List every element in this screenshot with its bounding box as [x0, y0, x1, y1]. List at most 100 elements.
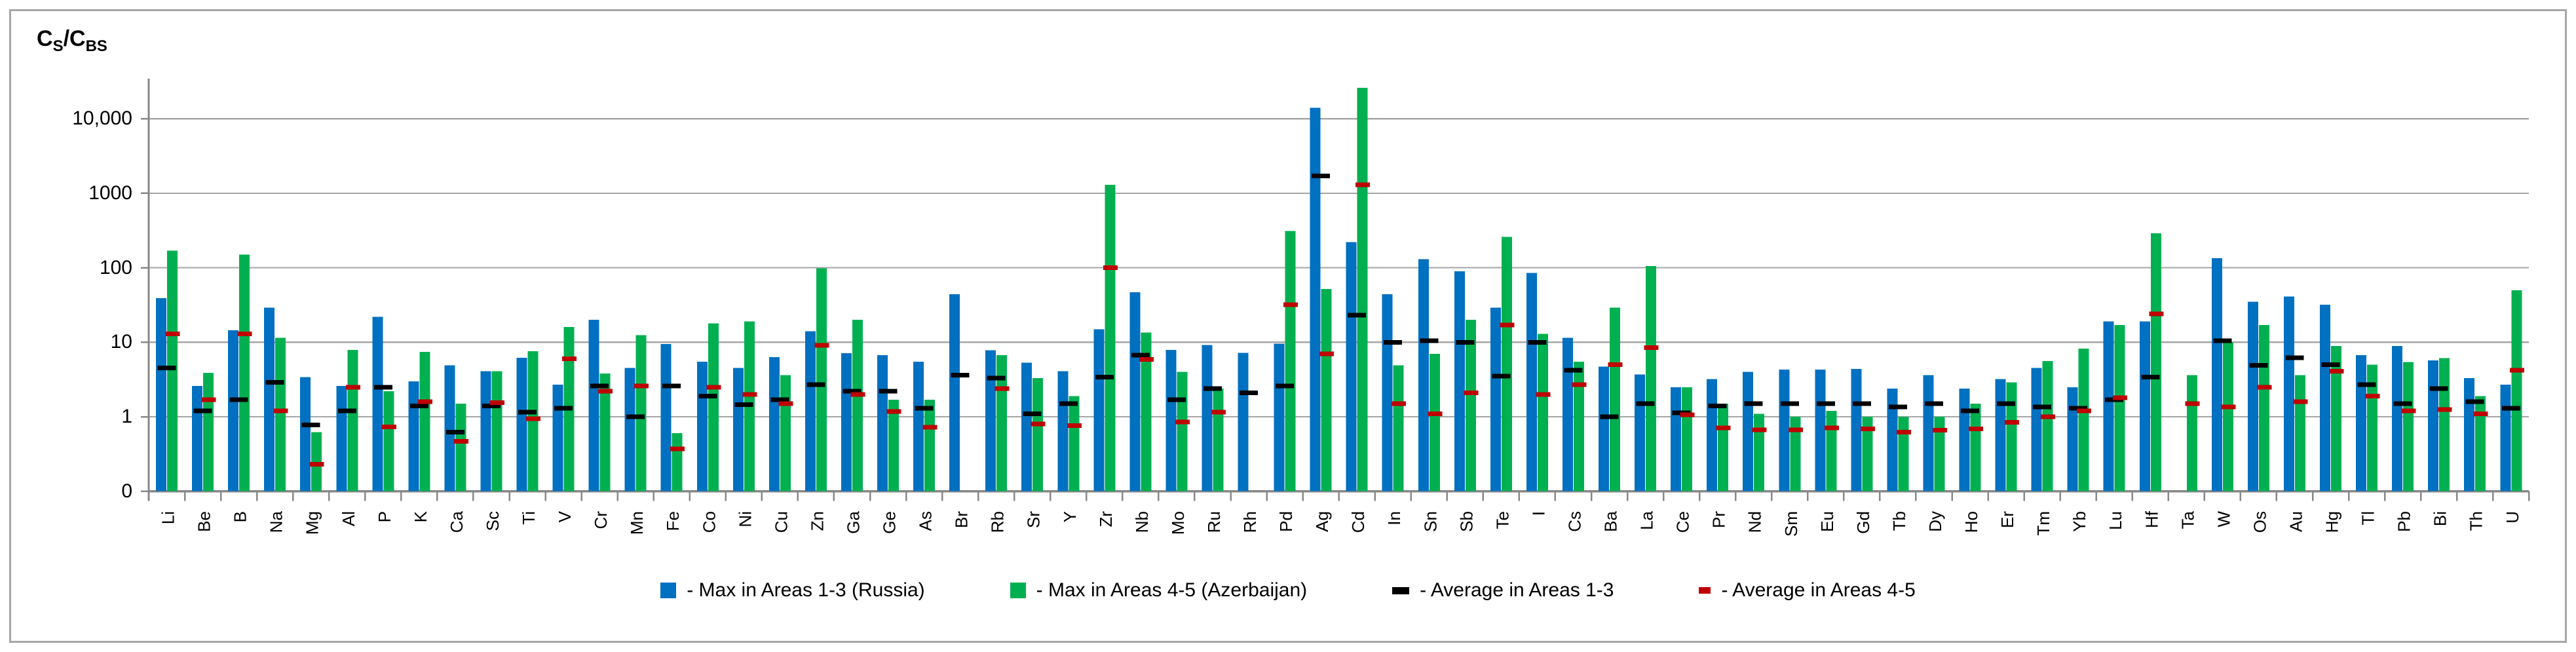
avg-1-3-dash	[951, 373, 970, 378]
avg-4-5-dash	[2437, 407, 2452, 412]
max-russia-bar	[1959, 388, 1970, 491]
avg-1-3-dash	[2501, 406, 2520, 411]
x-category-label: Au	[2286, 511, 2305, 532]
avg-4-5-dash	[886, 409, 901, 414]
max-russia-bar	[949, 294, 960, 491]
max-russia-bar	[336, 385, 347, 491]
x-category-label: Os	[2250, 511, 2269, 533]
max-russia-bar	[1490, 307, 1501, 491]
x-category-label: Co	[699, 511, 719, 533]
max-russia-bar	[1021, 362, 1032, 491]
max-azerbaijan-bar	[1826, 410, 1837, 491]
max-russia-bar	[228, 330, 239, 491]
max-azerbaijan-bar	[708, 323, 719, 491]
avg-4-5-dash	[2185, 401, 2200, 406]
avg-1-3-dash	[1600, 414, 1619, 419]
avg-4-5-dash	[526, 416, 540, 421]
max-azerbaijan-bar	[1321, 288, 1332, 491]
max-azerbaijan-bar	[527, 351, 539, 491]
avg-1-3-dash	[193, 408, 212, 413]
avg-1-3-dash	[843, 389, 862, 394]
avg-4-5-dash	[2005, 420, 2020, 425]
avg-1-3-dash	[590, 383, 609, 389]
avg-4-5-dash	[1500, 322, 1515, 328]
avg-4-5-dash	[1175, 419, 1190, 425]
max-russia-bar	[2103, 321, 2114, 491]
max-russia-bar	[660, 343, 672, 491]
avg-1-3-dash	[734, 402, 753, 408]
avg-4-5-dash	[345, 385, 360, 390]
x-category-label: Ba	[1601, 510, 1621, 531]
avg-4-5-dash	[2293, 399, 2308, 404]
x-category-label: Cr	[591, 511, 611, 529]
legend-label: - Max in Areas 4-5 (Azerbaijan)	[1036, 579, 1308, 601]
avg-1-3-dash	[806, 382, 825, 387]
avg-1-3-dash	[770, 397, 789, 402]
avg-4-5-dash	[1067, 423, 1082, 429]
avg-1-3-dash	[1744, 401, 1763, 406]
max-azerbaijan-bar	[1501, 237, 1512, 491]
y-tick-label-1000: 1000	[88, 182, 132, 204]
max-azerbaijan-bar	[2475, 396, 2486, 491]
max-azerbaijan-bar	[996, 355, 1008, 491]
avg-4-5-dash	[1572, 382, 1587, 387]
max-russia-bar	[264, 307, 275, 491]
avg-4-5-dash	[1103, 265, 1118, 271]
avg-4-5-dash	[1031, 421, 1046, 427]
avg-4-5-dash	[1283, 302, 1298, 307]
x-category-label: Cs	[1564, 511, 1584, 532]
max-russia-bar	[552, 384, 563, 491]
avg-4-5-dash	[2113, 395, 2128, 400]
x-category-label: La	[1637, 510, 1657, 529]
avg-1-3-dash	[1312, 174, 1331, 179]
avg-1-3-dash	[915, 406, 934, 411]
avg-4-5-dash	[598, 389, 613, 394]
avg-4-5-dash	[2077, 408, 2092, 413]
max-azerbaijan-bar	[599, 374, 611, 491]
avg-1-3-dash	[2141, 375, 2160, 380]
avg-1-3-dash	[1384, 339, 1403, 345]
avg-1-3-dash	[1492, 374, 1511, 379]
max-azerbaijan-bar	[1537, 334, 1548, 491]
max-azerbaijan-bar	[2042, 360, 2053, 491]
x-category-label: Pd	[1276, 511, 1296, 532]
y-tick-label-0: 0	[121, 480, 132, 502]
avg-1-3-dash	[626, 414, 645, 419]
max-russia-bar	[1887, 388, 1898, 491]
x-category-label: V	[555, 510, 575, 522]
avg-1-3-dash	[2069, 406, 2088, 411]
max-russia-bar	[1238, 353, 1249, 491]
avg-1-3-dash	[879, 389, 898, 394]
x-category-label: Ti	[519, 511, 539, 525]
x-category-label: K	[411, 510, 430, 522]
max-russia-bar	[985, 350, 996, 491]
max-russia-bar	[444, 365, 455, 491]
max-azerbaijan-bar	[1213, 388, 1224, 491]
avg-4-5-dash	[1139, 356, 1154, 362]
max-azerbaijan-bar	[455, 403, 466, 491]
x-category-label: In	[1384, 511, 1404, 526]
x-category-label: Al	[339, 511, 358, 526]
y-axis-title-text: C	[37, 26, 53, 51]
x-category-label: Na	[267, 510, 286, 533]
avg-4-5-dash	[1355, 182, 1371, 187]
max-azerbaijan-bar	[2511, 290, 2522, 491]
avg-4-5-dash	[453, 438, 468, 444]
avg-1-3-dash	[1636, 401, 1655, 406]
avg-4-5-dash	[201, 397, 216, 402]
legend: - Max in Areas 1-3 (Russia) - Max in Are…	[0, 579, 2576, 602]
avg-1-3-dash	[662, 383, 681, 389]
avg-1-3-dash	[373, 385, 392, 390]
max-azerbaijan-bar	[2006, 382, 2017, 491]
max-russia-bar	[877, 355, 888, 491]
avg-4-5-dash	[1752, 427, 1767, 432]
x-category-label: Dy	[1925, 511, 1945, 532]
avg-1-3-dash	[2033, 404, 2052, 410]
x-category-label: Te	[1492, 511, 1512, 529]
x-category-label: Ce	[1673, 511, 1693, 533]
max-russia-bar	[1995, 379, 2006, 491]
x-category-label: Ni	[735, 511, 755, 527]
max-russia-bar	[1310, 107, 1321, 491]
avg-1-3-dash	[1888, 404, 1907, 410]
x-category-label: Nd	[1745, 511, 1765, 533]
